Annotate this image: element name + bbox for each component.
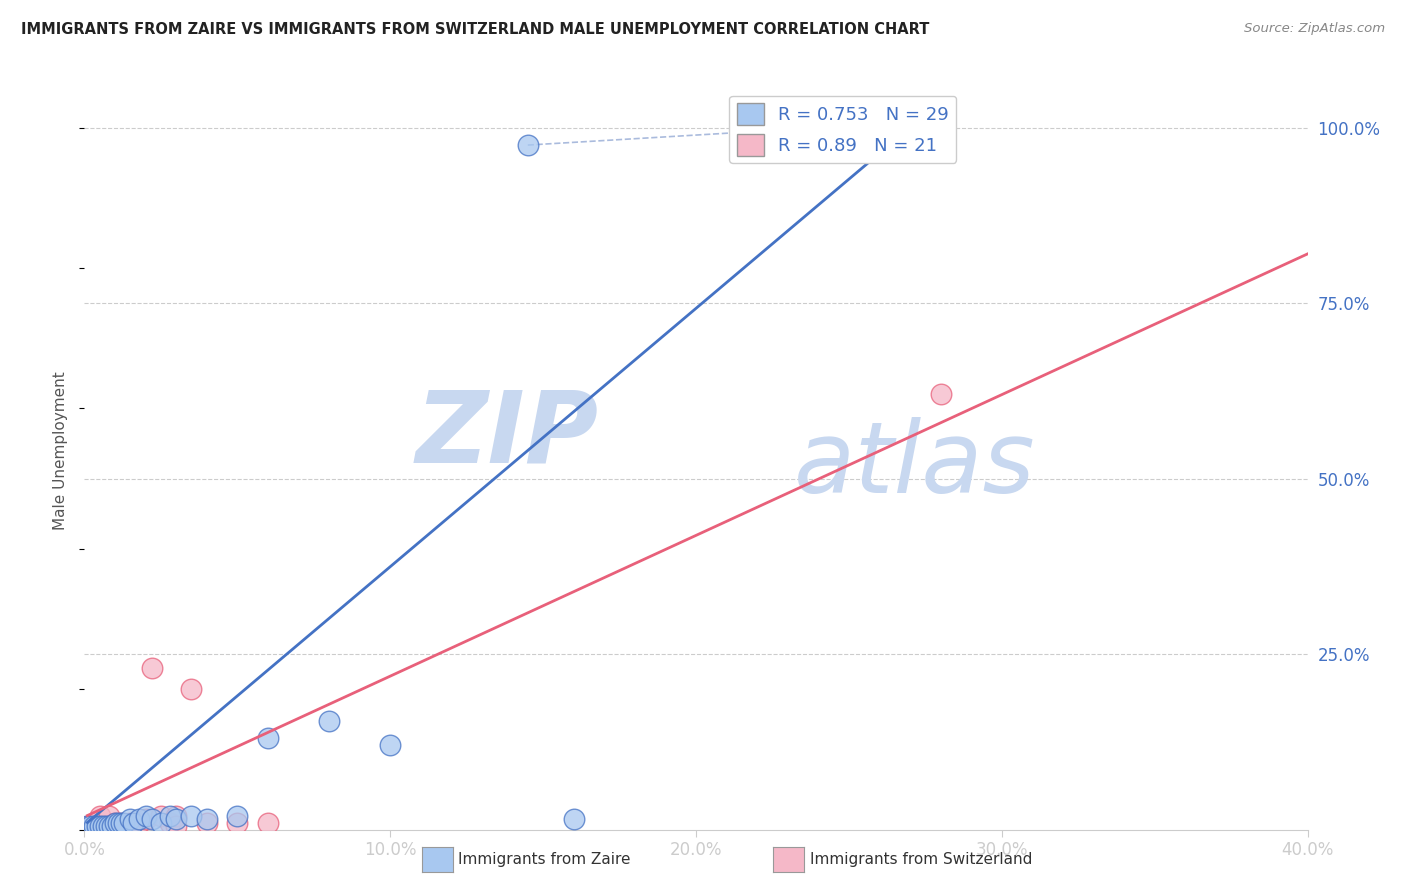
Point [120,815,142,830]
Legend: R = 0.753   N = 29, R = 0.89   N = 21: R = 0.753 N = 29, R = 0.89 N = 21 [730,95,956,163]
Point [86,819,108,833]
Point [104,815,127,830]
Point [257,731,280,746]
Text: IMMIGRANTS FROM ZAIRE VS IMMIGRANTS FROM SWITZERLAND MALE UNEMPLOYMENT CORRELATI: IMMIGRANTS FROM ZAIRE VS IMMIGRANTS FROM… [21,22,929,37]
Point [110,815,132,830]
Point [226,815,249,830]
Point [257,815,280,830]
Point [91,819,114,833]
Text: atlas: atlas [794,417,1035,514]
Point [165,808,187,822]
Point [89,819,111,833]
Point [94,819,117,833]
Point [380,739,402,753]
Point [97,808,120,822]
Point [79,819,101,833]
Point [165,819,187,833]
Point [101,819,124,833]
Point [128,815,150,830]
Point [165,812,187,826]
Point [141,812,163,826]
Point [149,808,172,822]
Point [195,815,218,830]
Point [97,819,120,833]
Point [128,812,150,826]
Point [929,387,952,401]
Point [226,808,249,822]
Text: Immigrants from Zaire: Immigrants from Zaire [458,853,631,867]
Point [159,815,181,830]
Text: Immigrants from Switzerland: Immigrants from Switzerland [810,853,1032,867]
Point [180,682,202,697]
Point [159,808,181,822]
Point [83,819,105,833]
Point [318,714,340,728]
Point [135,812,157,826]
Text: ZIP: ZIP [415,387,598,483]
Point [104,815,127,830]
Point [562,812,585,826]
Point [120,812,142,826]
Point [110,815,132,830]
Point [516,138,538,153]
Point [135,808,157,822]
Text: Source: ZipAtlas.com: Source: ZipAtlas.com [1244,22,1385,36]
Point [180,808,202,822]
Point [149,815,172,830]
Point [107,815,129,830]
Point [141,661,163,675]
Point [89,808,111,822]
Y-axis label: Male Unemployment: Male Unemployment [53,371,69,530]
Point [76,819,98,833]
Point [94,819,117,833]
Point [195,812,218,826]
Point [79,819,101,833]
Point [122,815,145,830]
Point [76,819,98,833]
Point [112,815,135,830]
Point [83,819,105,833]
